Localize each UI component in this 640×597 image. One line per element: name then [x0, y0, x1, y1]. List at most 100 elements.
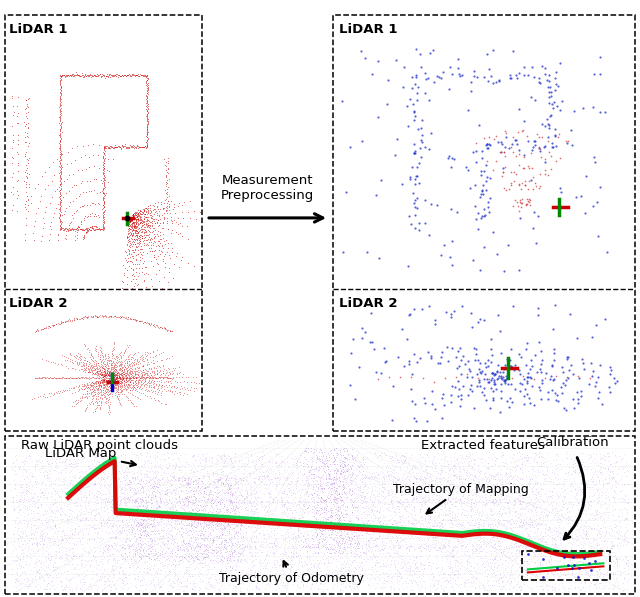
- Point: [481, 530, 492, 539]
- Point: [146, 458, 156, 467]
- Point: [131, 484, 141, 493]
- Point: [284, 501, 294, 510]
- Point: [349, 512, 360, 522]
- Point: [456, 390, 466, 399]
- Point: [511, 528, 521, 538]
- Point: [56, 452, 66, 461]
- Point: [122, 518, 132, 528]
- Point: [524, 527, 534, 536]
- Point: [45, 198, 55, 208]
- Point: [182, 493, 193, 503]
- Point: [550, 125, 561, 134]
- Point: [515, 490, 525, 500]
- Point: [214, 555, 225, 564]
- Point: [578, 546, 588, 555]
- Point: [160, 560, 170, 570]
- Point: [50, 479, 60, 489]
- Point: [565, 512, 575, 522]
- Point: [561, 571, 571, 580]
- Point: [102, 375, 112, 384]
- Point: [16, 562, 26, 572]
- Point: [64, 71, 74, 81]
- Point: [195, 509, 205, 518]
- Point: [372, 460, 383, 469]
- Point: [142, 564, 152, 573]
- Point: [474, 471, 484, 481]
- Point: [77, 450, 88, 460]
- Point: [443, 493, 453, 503]
- Point: [158, 219, 168, 228]
- Point: [559, 498, 570, 508]
- Point: [97, 71, 108, 81]
- Point: [529, 454, 539, 463]
- Point: [193, 515, 203, 524]
- Point: [440, 577, 451, 586]
- Point: [231, 502, 241, 512]
- Point: [559, 492, 569, 501]
- Point: [599, 543, 609, 553]
- Point: [124, 223, 134, 232]
- Point: [560, 532, 570, 541]
- Point: [540, 523, 550, 533]
- Point: [552, 466, 563, 475]
- Point: [398, 583, 408, 593]
- Point: [477, 473, 488, 483]
- Point: [138, 569, 148, 578]
- Point: [435, 541, 445, 551]
- Point: [253, 584, 264, 594]
- Point: [90, 365, 100, 374]
- Point: [177, 509, 187, 518]
- Point: [474, 523, 484, 533]
- Point: [403, 536, 413, 545]
- Point: [140, 317, 150, 327]
- Point: [423, 483, 433, 493]
- Point: [347, 510, 357, 520]
- Point: [244, 466, 254, 475]
- Point: [350, 506, 360, 515]
- Point: [106, 361, 116, 370]
- Point: [488, 555, 499, 565]
- Point: [90, 523, 100, 533]
- Point: [100, 375, 111, 384]
- Point: [93, 467, 103, 476]
- Point: [447, 526, 458, 536]
- Point: [84, 224, 95, 234]
- Point: [95, 384, 105, 393]
- Point: [125, 462, 135, 472]
- Point: [342, 528, 352, 537]
- Point: [258, 488, 268, 497]
- Point: [162, 208, 172, 217]
- Point: [99, 141, 109, 151]
- Point: [110, 538, 120, 548]
- Point: [209, 500, 220, 510]
- Point: [360, 513, 371, 523]
- Point: [15, 488, 26, 497]
- Point: [470, 510, 481, 519]
- Point: [456, 521, 466, 531]
- Point: [147, 479, 157, 488]
- Point: [187, 458, 197, 468]
- Point: [188, 496, 198, 505]
- Point: [83, 530, 93, 539]
- Point: [430, 533, 440, 542]
- Point: [130, 556, 140, 566]
- Point: [143, 481, 153, 490]
- Point: [43, 548, 53, 558]
- Point: [192, 503, 202, 513]
- Point: [125, 369, 135, 378]
- Point: [26, 553, 36, 563]
- Point: [280, 566, 290, 576]
- Point: [211, 506, 221, 516]
- Point: [236, 521, 246, 530]
- Point: [115, 373, 125, 382]
- Point: [51, 546, 61, 555]
- Point: [229, 511, 239, 521]
- Point: [541, 509, 551, 519]
- Point: [209, 546, 219, 555]
- Point: [488, 386, 498, 396]
- Point: [250, 499, 260, 509]
- Point: [156, 373, 166, 382]
- Point: [140, 390, 150, 399]
- Point: [438, 530, 449, 540]
- Point: [47, 562, 58, 571]
